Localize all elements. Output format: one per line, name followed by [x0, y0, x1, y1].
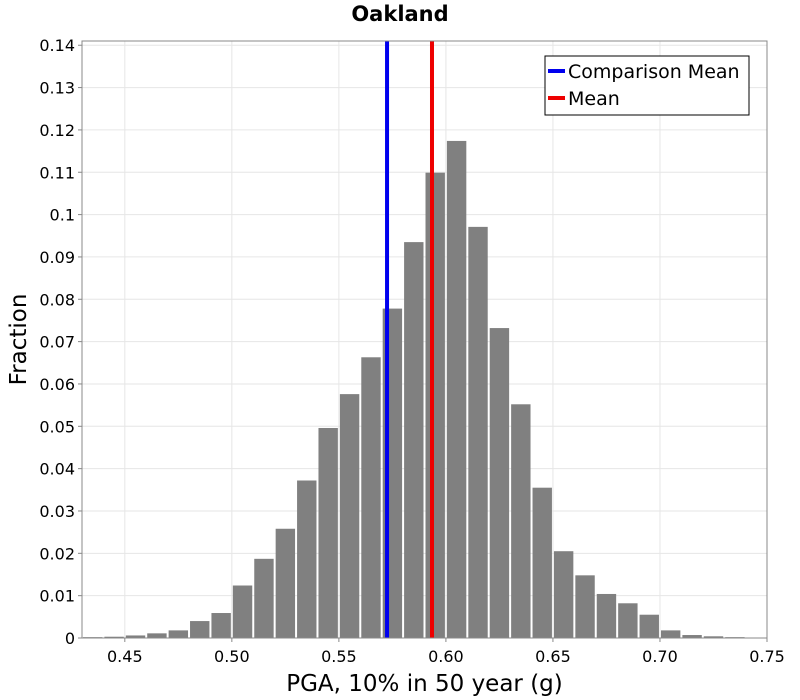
histogram-bar [168, 630, 189, 638]
histogram-bar [318, 427, 338, 638]
y-tick-label: 0.1 [50, 206, 75, 225]
y-axis-ticks: 0 0.01 0.02 0.03 0.04 0.05 0.06 0.07 0.08 0.09 0.1… [39, 36, 82, 648]
y-tick-label: 0.02 [39, 544, 75, 563]
histogram-bar [446, 140, 467, 638]
y-tick-label: 0.08 [39, 290, 75, 309]
histogram-bar [125, 635, 146, 638]
y-tick-label: 0 [65, 629, 75, 648]
y-tick-label: 0.09 [39, 248, 75, 267]
histogram-bar [232, 585, 253, 638]
x-tick-label: 0.70 [642, 647, 678, 666]
x-tick-label: 0.50 [214, 647, 250, 666]
y-tick-label: 0.04 [39, 460, 75, 479]
legend-label: Mean [568, 88, 620, 110]
histogram-bar [703, 636, 724, 638]
legend-box [544, 55, 750, 116]
histogram-bar [190, 621, 210, 638]
x-axis-title: PGA, 10% in 50 year (g) [286, 671, 563, 697]
bars-layer [83, 140, 745, 639]
histogram-bar [575, 575, 595, 638]
histogram-bar [596, 593, 617, 638]
histogram-bar [639, 614, 659, 638]
histogram-bar [404, 242, 424, 639]
histogram-bar [104, 636, 124, 638]
plot-frame [81, 40, 768, 639]
x-tick-label: 0.45 [107, 647, 143, 666]
y-tick-label: 0.05 [39, 417, 75, 436]
grid-layer [82, 41, 768, 639]
histogram-bar [511, 404, 531, 638]
y-tick-label: 0.11 [39, 163, 75, 182]
reference-lines-layer [385, 41, 434, 638]
histogram-bar [682, 635, 702, 638]
y-axis-title: Fraction [6, 294, 32, 386]
histogram-bar [361, 357, 381, 638]
histogram-bar [532, 487, 552, 638]
x-tick-label: 0.60 [428, 647, 464, 666]
histogram-bar [618, 603, 638, 638]
x-tick-label: 0.75 [749, 647, 785, 666]
histogram-bar [211, 613, 231, 638]
x-tick-label: 0.65 [535, 647, 571, 666]
chart-title: Oakland [351, 2, 449, 26]
histogram-bar [553, 551, 574, 638]
y-tick-label: 0.14 [39, 36, 75, 55]
legend-label: Comparison Mean [568, 61, 740, 83]
legend: Comparison Mean Mean [544, 55, 750, 116]
histogram-bar [297, 480, 317, 638]
plot-background [82, 41, 767, 638]
x-axis-ticks: 0.45 0.50 0.55 0.60 0.65 0.70 0.75 [107, 638, 785, 666]
histogram-bar [275, 528, 296, 638]
y-tick-label: 0.06 [39, 375, 75, 394]
histogram-bar [339, 394, 360, 638]
x-tick-label: 0.55 [321, 647, 357, 666]
y-tick-label: 0.07 [39, 333, 75, 352]
y-tick-label: 0.03 [39, 502, 75, 521]
y-tick-label: 0.01 [39, 587, 75, 606]
y-tick-label: 0.13 [39, 79, 75, 98]
histogram-bar [489, 328, 510, 638]
histogram-bar [147, 633, 167, 638]
histogram-bar [254, 558, 274, 638]
y-tick-label: 0.12 [39, 121, 75, 140]
histogram-bar [660, 630, 681, 638]
histogram-bar [468, 226, 488, 639]
histogram-bar [425, 172, 445, 639]
